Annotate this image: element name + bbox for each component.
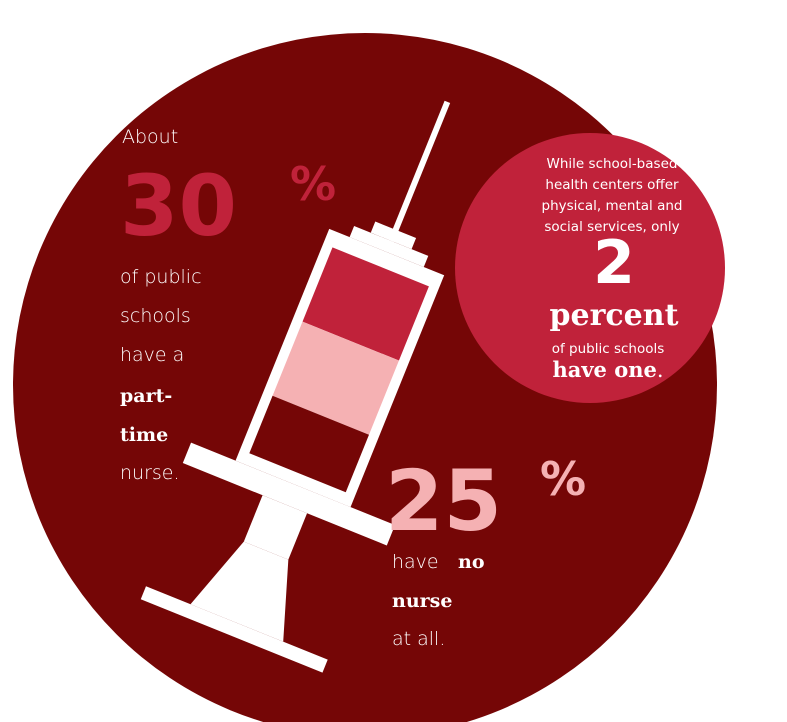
stat-number: 25 bbox=[385, 452, 502, 550]
intro: About bbox=[122, 126, 178, 148]
period: . bbox=[657, 358, 664, 382]
callout-number: 2 bbox=[593, 228, 635, 298]
text-line: have bbox=[392, 551, 439, 573]
stat-number: 30 bbox=[120, 157, 237, 255]
text-line-bold: no bbox=[458, 551, 485, 573]
callout-line: health centers offer bbox=[545, 177, 679, 193]
callout-line: While school-based bbox=[547, 156, 678, 172]
text-line: schools bbox=[120, 305, 191, 327]
callout-line: physical, mental and bbox=[542, 198, 683, 214]
bold-text: have one bbox=[552, 357, 656, 382]
text-line: nurse. bbox=[120, 462, 180, 484]
callout: While school-based health centers offer … bbox=[542, 156, 683, 382]
stat-unit: % bbox=[540, 452, 586, 506]
callout-bold: have one. bbox=[552, 357, 663, 382]
callout-word: percent bbox=[550, 298, 679, 333]
text-line: of public bbox=[120, 266, 202, 288]
text-line: have a bbox=[120, 344, 184, 366]
callout-sub: of public schools bbox=[552, 341, 665, 357]
callout-circle bbox=[455, 133, 725, 403]
text-line-bold: nurse bbox=[392, 590, 452, 612]
stat-unit: % bbox=[290, 157, 336, 211]
callout-line: social services, only bbox=[544, 219, 679, 235]
text-line: at all. bbox=[392, 628, 445, 650]
syringe bbox=[140, 100, 451, 673]
text-line-bold: time bbox=[120, 424, 168, 446]
text-line-bold: part- bbox=[120, 385, 172, 407]
